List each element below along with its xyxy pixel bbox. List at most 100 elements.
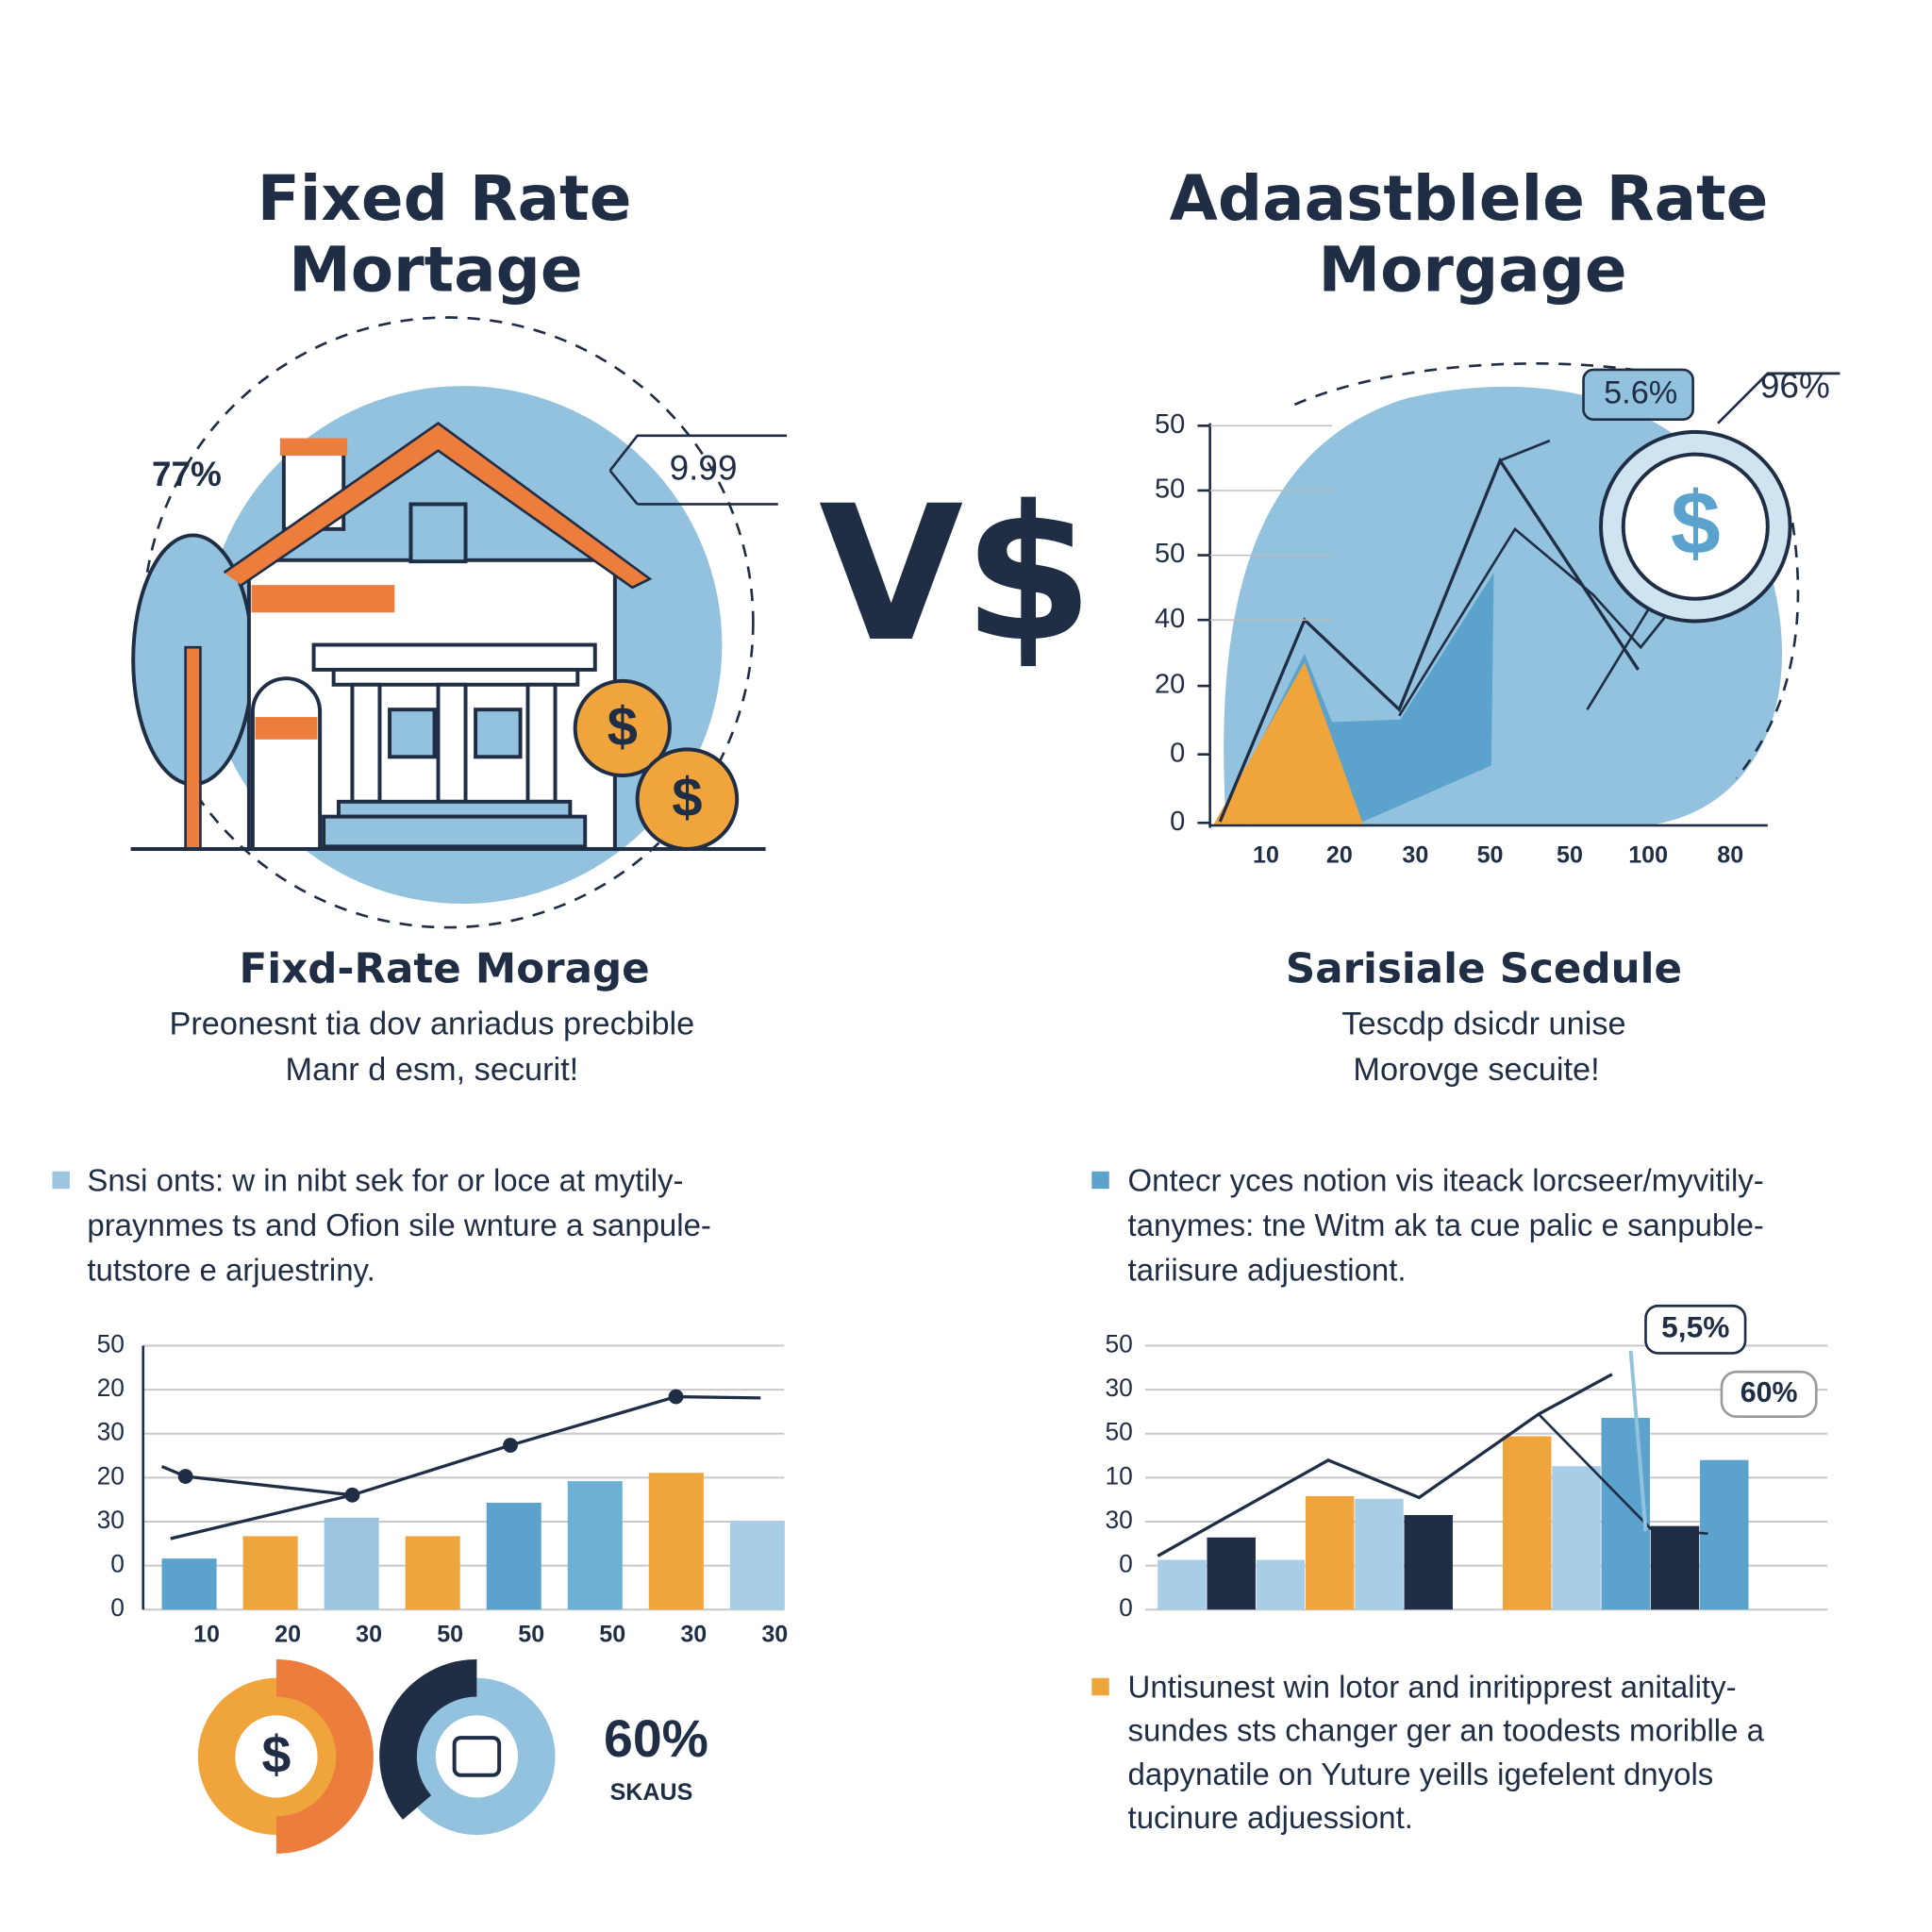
arm-chart-illustration: $	[1208, 362, 1840, 828]
summary-value: 60%	[604, 1709, 708, 1768]
x-tick-label: 50	[518, 1622, 544, 1648]
y-tick-label: 30	[97, 1418, 125, 1446]
summary-caption: SKAUS	[610, 1779, 693, 1806]
right-title: Adaastblele Rate	[1170, 162, 1769, 235]
chart-callout: 5.6%	[1604, 375, 1677, 410]
illustration-label: 77%	[152, 455, 222, 493]
svg-text:$: $	[608, 696, 638, 758]
y-tick-label: 20	[1155, 670, 1185, 700]
vs-label: V$	[819, 465, 1093, 683]
svg-text:$: $	[262, 1725, 291, 1784]
y-tick-label: 0	[110, 1550, 125, 1578]
bar	[729, 1521, 785, 1610]
chart-callout: 5,5%	[1661, 1310, 1729, 1344]
y-tick-label: 0	[1170, 807, 1185, 837]
y-tick-label: 30	[1105, 1506, 1132, 1534]
bar	[1404, 1514, 1453, 1610]
bar-chart: 50 30 50 10 30 0 0	[1105, 1329, 1828, 1622]
right-title: Morgage	[1318, 233, 1626, 306]
bullet-text: tutstore e arjuestriny.	[87, 1252, 375, 1287]
bullet-text: tariisure adjuestiont.	[1128, 1252, 1407, 1287]
section-heading: Fixd-Rate Morage	[240, 945, 650, 992]
x-tick-label: 100	[1628, 842, 1668, 869]
x-tick-label: 80	[1717, 842, 1743, 869]
section-subtitle: Manr d esm, securit!	[286, 1052, 579, 1088]
x-tick-label: 20	[1326, 842, 1353, 869]
left-title: Fixed Rate	[258, 162, 632, 235]
bar	[1355, 1498, 1404, 1610]
x-tick-label: 30	[356, 1622, 382, 1648]
section-subtitle: Tescdp dsicdr unise	[1341, 1006, 1625, 1041]
left-title: Mortage	[289, 233, 583, 306]
bar	[1700, 1459, 1749, 1610]
bullet-text: tanymes: tne Witm ak ta cue palic e sanp…	[1128, 1208, 1764, 1242]
trend-lines	[160, 1304, 1818, 1557]
y-tick-label: 50	[1155, 539, 1185, 569]
bullet-text: sundes sts changer ger an toodests morib…	[1128, 1713, 1765, 1748]
x-tick-label: 20	[275, 1622, 301, 1648]
bullet-text: dapynatile on Yuture yeills igefelent dn…	[1128, 1757, 1714, 1791]
bar	[242, 1536, 298, 1610]
x-tick-label: 50	[1557, 842, 1583, 869]
y-tick-label: 50	[1155, 409, 1185, 440]
x-tick-label: 10	[193, 1622, 220, 1648]
y-tick-label: 30	[1105, 1374, 1132, 1402]
bar	[161, 1558, 217, 1610]
section-heading: Sarisiale Scedule	[1286, 945, 1682, 992]
house-illustration: $ $	[130, 316, 787, 929]
y-tick-label: 10	[1105, 1461, 1132, 1490]
y-tick-label: 30	[97, 1506, 125, 1534]
bullet-marker	[1091, 1171, 1109, 1190]
bar	[1601, 1417, 1650, 1610]
y-tick-label: 50	[97, 1329, 125, 1357]
y-tick-label: 0	[1170, 738, 1185, 768]
x-tick-label: 10	[1253, 842, 1279, 869]
chart-callout: 60%	[1740, 1377, 1798, 1408]
illustration-label: 9.99	[670, 449, 738, 488]
bar	[1650, 1525, 1700, 1610]
y-tick-label: 0	[1119, 1550, 1133, 1578]
bar	[324, 1517, 379, 1610]
arm-axis-labels: 50 50 50 40 20 0 0 10 20 30 50 50 100 80	[1155, 409, 1743, 869]
bar	[648, 1473, 704, 1610]
y-tick-label: 40	[1155, 604, 1185, 634]
section-subtitle: Morovge secuite!	[1353, 1052, 1599, 1088]
bullet-text: tucinure adjuessiont.	[1128, 1800, 1413, 1835]
section-subtitle: Preonesnt tia dov anriadus precbible	[170, 1006, 695, 1041]
bar	[486, 1502, 541, 1610]
x-tick-label: 30	[761, 1622, 788, 1648]
y-tick-label: 50	[1105, 1418, 1132, 1446]
bar	[1552, 1466, 1601, 1610]
donut-icons: $	[197, 1659, 556, 1854]
y-tick-label: 50	[1105, 1329, 1132, 1357]
bullet-marker	[1091, 1677, 1109, 1696]
bullet-marker	[52, 1171, 70, 1190]
bar	[1305, 1495, 1355, 1610]
bar	[405, 1536, 460, 1610]
x-tick-label: 50	[1477, 842, 1504, 869]
y-tick-label: 50	[1155, 475, 1185, 505]
bullet-text: Snsi onts: w in nibt sek for or loce at …	[87, 1162, 683, 1197]
bullet-text: Untisunest win lotor and inritipprest an…	[1128, 1669, 1737, 1704]
bar	[1158, 1559, 1207, 1610]
y-tick-label: 20	[97, 1374, 125, 1402]
x-tick-label: 50	[599, 1622, 625, 1648]
y-tick-label: 0	[1119, 1593, 1133, 1622]
y-tick-label: 20	[97, 1461, 125, 1490]
bullet-text: Ontecr yces notion vis iteack lorcseer/m…	[1128, 1162, 1764, 1197]
bar	[1503, 1436, 1552, 1610]
svg-text:$: $	[1671, 474, 1721, 574]
bar-chart: 50 20 30 20 30 0 0 10 20 30 50 50 50 30 30	[97, 1329, 789, 1647]
bar	[1256, 1559, 1306, 1610]
bar	[567, 1481, 623, 1610]
x-tick-label: 30	[1402, 842, 1428, 869]
y-tick-label: 0	[110, 1593, 125, 1622]
bar	[1207, 1537, 1256, 1610]
x-tick-label: 30	[680, 1622, 707, 1648]
svg-text:$: $	[672, 767, 702, 828]
x-tick-label: 50	[437, 1622, 463, 1648]
chart-callout: 96%	[1760, 366, 1830, 405]
bullet-text: praynmes ts and Ofion sile wnture a sanp…	[87, 1208, 711, 1242]
